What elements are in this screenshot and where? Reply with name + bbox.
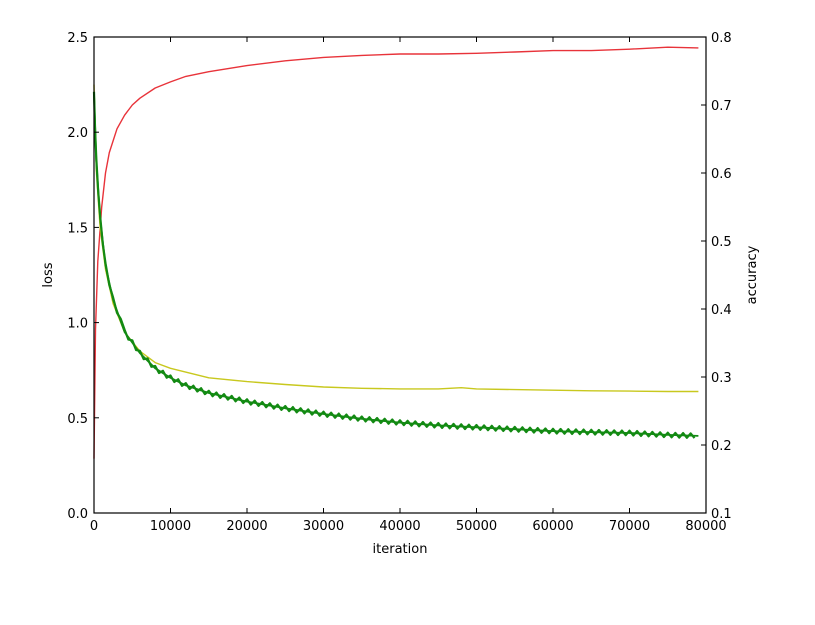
y-tick-label: 2.0	[67, 126, 88, 141]
accuracy-line	[93, 46, 699, 459]
x-tick-label: 50000	[456, 519, 497, 534]
y2-tick-label: 0.2	[711, 439, 732, 454]
ticks-layer: 0 10000 20000 30000 40000 50000 60000 70000 8000…	[67, 31, 731, 534]
y2-tick-label: 0.7	[711, 99, 732, 114]
y2-tick-label: 0.5	[711, 235, 732, 250]
x-axis-label: iteration	[373, 542, 428, 557]
x-tick-label: 30000	[303, 519, 344, 534]
x-tick-label: 20000	[226, 519, 267, 534]
y2-tick-label: 0.1	[711, 507, 732, 522]
y-tick-label: 0.5	[67, 412, 88, 427]
y-tick-label: 0.0	[67, 507, 88, 522]
y2-axis-label: accuracy	[745, 245, 760, 304]
y2-tick-label: 0.8	[711, 31, 732, 46]
y-tick-label: 1.0	[67, 317, 88, 332]
y-tick-label: 1.5	[67, 221, 88, 236]
series-layer	[92, 46, 699, 459]
x-tick-label: 80000	[685, 519, 726, 534]
y2-tick-label: 0.6	[711, 167, 732, 182]
y-tick-label: 2.5	[67, 31, 88, 46]
x-tick-label: 10000	[150, 519, 191, 534]
x-tick-label: 0	[90, 519, 98, 534]
x-tick-label: 70000	[609, 519, 650, 534]
x-tick-label: 40000	[379, 519, 420, 534]
y2-tick-label: 0.3	[711, 371, 732, 386]
x-tick-label: 60000	[532, 519, 573, 534]
y2-tick-label: 0.4	[711, 303, 732, 318]
y-axis-label: loss	[41, 262, 56, 287]
train-loss-line	[93, 94, 699, 437]
